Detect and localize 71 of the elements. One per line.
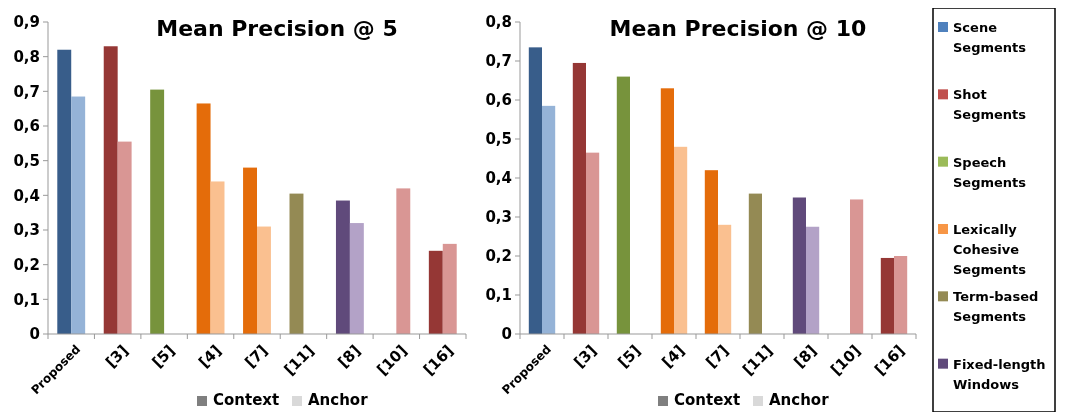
- x-tick-label: [7]: [241, 341, 272, 372]
- x-tick-label: [3]: [570, 341, 601, 372]
- y-tick-label: 0,5: [13, 151, 40, 170]
- bar: [616, 76, 630, 334]
- chart-title: Mean Precision @ 5: [156, 16, 398, 41]
- category-label: Scene Segments: [953, 20, 1027, 55]
- bar: [257, 226, 271, 334]
- category-label: Shot Segments: [953, 87, 1027, 123]
- y-tick-label: 0,6: [485, 91, 512, 110]
- category-label: Speech Segments: [953, 154, 1027, 190]
- category-label: Anchor: [769, 391, 830, 409]
- bar: [71, 96, 86, 334]
- y-tick-label: 0,9: [13, 13, 40, 32]
- bar: [396, 188, 411, 334]
- y-tick-label: 0,1: [485, 286, 512, 305]
- category-label: Context: [674, 391, 741, 409]
- y-tick-label: 0: [29, 325, 40, 344]
- bar: [542, 105, 556, 334]
- bar: [850, 199, 864, 334]
- bar: [806, 226, 820, 334]
- category-label: Term-based Segments: [953, 289, 1039, 325]
- y-tick-label: 0,7: [485, 52, 512, 71]
- bar: [428, 250, 443, 334]
- bar: [674, 146, 688, 334]
- bar: [243, 167, 257, 334]
- bar: [57, 49, 72, 334]
- y-tick-label: 0,7: [13, 82, 40, 101]
- bar: [894, 256, 908, 334]
- x-tick-label: [4]: [195, 341, 225, 372]
- y-tick-label: 0,4: [13, 186, 40, 205]
- bar: [117, 141, 132, 334]
- bar: [718, 224, 732, 334]
- x-tick-label: [7]: [702, 341, 733, 372]
- y-tick-label: 0: [501, 325, 512, 344]
- bar: [528, 47, 542, 334]
- bar: [103, 46, 118, 334]
- bar: [150, 89, 165, 334]
- y-tick-label: 0,2: [485, 247, 512, 266]
- chart-title: Mean Precision @ 10: [609, 16, 867, 41]
- y-tick-label: 0,6: [13, 117, 40, 136]
- x-tick-label: [3]: [102, 341, 132, 372]
- bar: [572, 62, 586, 334]
- bar: [442, 243, 457, 334]
- bar: [748, 193, 762, 334]
- y-tick-label: 0,3: [13, 221, 40, 240]
- y-tick-label: 0,5: [485, 130, 512, 149]
- x-tick-label: [5]: [614, 341, 645, 372]
- category-label: Context: [213, 391, 280, 409]
- bar: [704, 170, 718, 334]
- x-tick-label: [4]: [658, 341, 689, 372]
- bar: [210, 181, 225, 334]
- y-tick-label: 0,3: [485, 208, 512, 227]
- x-tick-label: [8]: [334, 341, 365, 372]
- y-tick-label: 0,4: [485, 169, 512, 188]
- category-label: Lexically Cohesive Segments: [953, 222, 1027, 277]
- bar: [792, 197, 806, 334]
- y-tick-label: 0,1: [13, 290, 40, 309]
- bar: [586, 152, 600, 334]
- bar: [660, 88, 674, 334]
- y-tick-label: 0,8: [485, 13, 512, 32]
- category-label: Fixed-length Windows: [953, 356, 1046, 392]
- x-tick-label: [8]: [790, 341, 821, 372]
- category-label: Anchor: [308, 391, 369, 409]
- x-tick-label: [5]: [148, 341, 179, 372]
- bar: [335, 200, 350, 334]
- bar: [880, 257, 894, 334]
- bar: [196, 103, 211, 334]
- bar: [349, 223, 364, 334]
- y-tick-label: 0,8: [13, 47, 40, 66]
- bar: [289, 193, 304, 334]
- y-tick-label: 0,2: [13, 255, 40, 274]
